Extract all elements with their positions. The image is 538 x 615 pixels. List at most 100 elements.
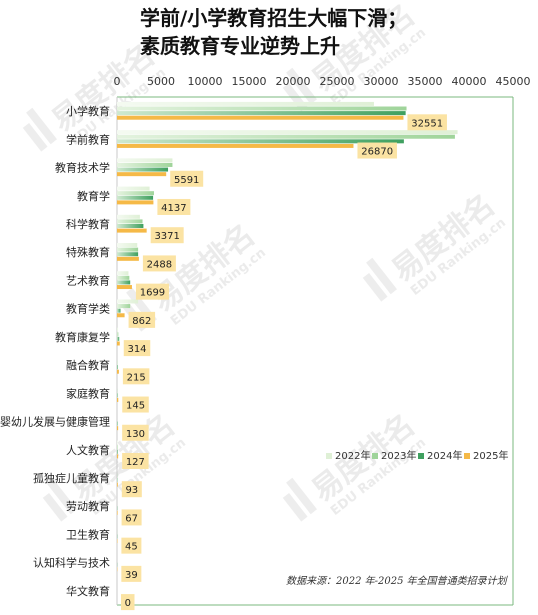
data-label-bg (121, 594, 135, 611)
category-label: 华文教育 (66, 584, 110, 598)
bar-2022年-教育技术学 (117, 158, 173, 163)
data-label-group: 1699 (135, 283, 169, 300)
x-tick-label: 40000 (452, 75, 487, 88)
bar-2025年-融合教育 (117, 369, 119, 374)
data-label-group: 127 (122, 452, 149, 469)
bar-2024年-学前教育 (117, 139, 404, 144)
bar-2022年-小学教育 (117, 101, 374, 106)
bar-2025年-人文教育 (117, 454, 119, 459)
bar-2025年-教育学 (117, 200, 154, 205)
data-label: 67 (125, 513, 138, 524)
chart-title-line-1: 学前/小学教育招生大幅下滑； (140, 6, 408, 30)
bar-2024年-特殊教育 (117, 252, 139, 257)
bar-2025年-教育康复学 (117, 341, 120, 346)
bar-2024年-艺术教育 (117, 280, 131, 285)
data-label: 127 (126, 457, 145, 468)
bar-2022年-教育康复学 (117, 327, 118, 332)
data-labels: 32551 26870 5591 4137 3371 2488 1699 862 314 215 1… (121, 114, 447, 611)
category-label: 小学教育 (66, 104, 110, 118)
data-label: 2488 (147, 259, 172, 270)
data-label-group: 5591 (170, 170, 204, 187)
data-label-bg (128, 311, 156, 328)
bar-2024年-家庭教育 (117, 393, 118, 398)
x-tick-label: 0 (114, 75, 121, 88)
data-label: 39 (125, 570, 138, 581)
bar-2025年-婴幼儿发展与健康管理 (117, 426, 119, 431)
category-label: 教育技术学 (55, 161, 110, 175)
watermark-logo-bar (22, 123, 48, 152)
data-label: 3371 (154, 231, 179, 242)
category-label: 教育康复学 (55, 330, 110, 344)
bar-2022年-科学教育 (117, 214, 140, 219)
legend-label: 2024年 (427, 449, 462, 462)
legend-swatch (326, 453, 332, 459)
data-label-bg (157, 198, 191, 215)
data-label: 26870 (361, 147, 393, 158)
bar-2025年-特殊教育 (117, 256, 139, 261)
watermark-logo-bar (286, 477, 317, 515)
data-label-group: 2488 (142, 255, 176, 272)
category-label: 孤独症儿童教育 (33, 471, 110, 485)
data-label-bg (170, 170, 204, 187)
legend-item: 2023年 (372, 449, 416, 462)
data-label-bg (135, 283, 169, 300)
data-label-group: 130 (122, 424, 149, 441)
category-label: 婴幼儿发展与健康管理 (0, 415, 110, 429)
data-label-group: 0 (121, 594, 135, 611)
data-label-bg (121, 537, 142, 554)
data-label-bg (122, 396, 149, 413)
data-label-group: 26870 (357, 142, 397, 159)
bar-2025年-孤独症儿童教育 (117, 482, 118, 487)
bar-2023年-艺术教育 (117, 275, 130, 280)
bar-2025年-学前教育 (117, 143, 354, 148)
x-tick-label: 20000 (276, 75, 311, 88)
bar-2023年-教育康复学 (117, 332, 119, 337)
chart-title: 学前/小学教育招生大幅下滑； 素质教育专业逆势上升 (140, 4, 407, 60)
data-label-bg (407, 114, 447, 131)
legend-item: 2024年 (418, 449, 462, 462)
category-label: 卫生教育 (66, 527, 110, 541)
bar-2025年-家庭教育 (117, 397, 119, 402)
watermark-logo-bar (366, 257, 397, 295)
category-label: 认知科学与技术 (33, 556, 110, 570)
data-label-group: 3371 (150, 227, 184, 244)
data-label-group: 145 (122, 396, 149, 413)
data-label: 93 (125, 485, 138, 496)
data-label-bg (122, 368, 150, 385)
x-axis-ticks: 0 5000 10000 15000 20000 25000 30000 35000 40000… (114, 75, 531, 88)
bar-2025年-教育技术学 (117, 172, 167, 177)
legend-item: 2022年 (326, 449, 370, 462)
x-tick-label: 35000 (408, 75, 443, 88)
category-label: 融合教育 (66, 358, 110, 372)
data-label-group: 67 (121, 509, 142, 526)
category-label: 科学教育 (66, 217, 110, 231)
category-label: 劳动教育 (66, 499, 110, 513)
legend-label: 2023年 (381, 449, 416, 462)
data-label-bg (121, 481, 142, 498)
bar-2025年-小学教育 (117, 115, 404, 120)
data-label: 1699 (140, 288, 165, 299)
watermark-logo-bar (362, 273, 388, 302)
data-label-group: 862 (128, 311, 156, 328)
bar-2024年-科学教育 (117, 224, 144, 228)
chart-title-line-2: 素质教育专业逆势上升 (140, 34, 340, 58)
watermark-logo-bar (286, 67, 317, 105)
legend-swatch (464, 453, 470, 459)
legend-item: 2025年 (464, 449, 508, 462)
bar-2024年-教育学类 (117, 308, 121, 313)
plot-frame (116, 96, 514, 606)
bar-2023年-小学教育 (117, 106, 407, 111)
category-label: 人文教育 (66, 443, 110, 457)
category-label: 教育学 (77, 189, 110, 203)
watermark-logo-bar (46, 477, 77, 515)
bar-2024年-融合教育 (117, 365, 118, 370)
data-label-bg (121, 565, 142, 582)
bar-2025年-劳动教育 (117, 510, 118, 515)
bar-2024年-小学教育 (117, 111, 406, 116)
data-label-group: 314 (123, 340, 151, 357)
legend: 2022年 2023年 2024年 2025年 (326, 449, 508, 462)
x-tick-label: 25000 (320, 75, 355, 88)
data-label-bg (142, 255, 176, 272)
